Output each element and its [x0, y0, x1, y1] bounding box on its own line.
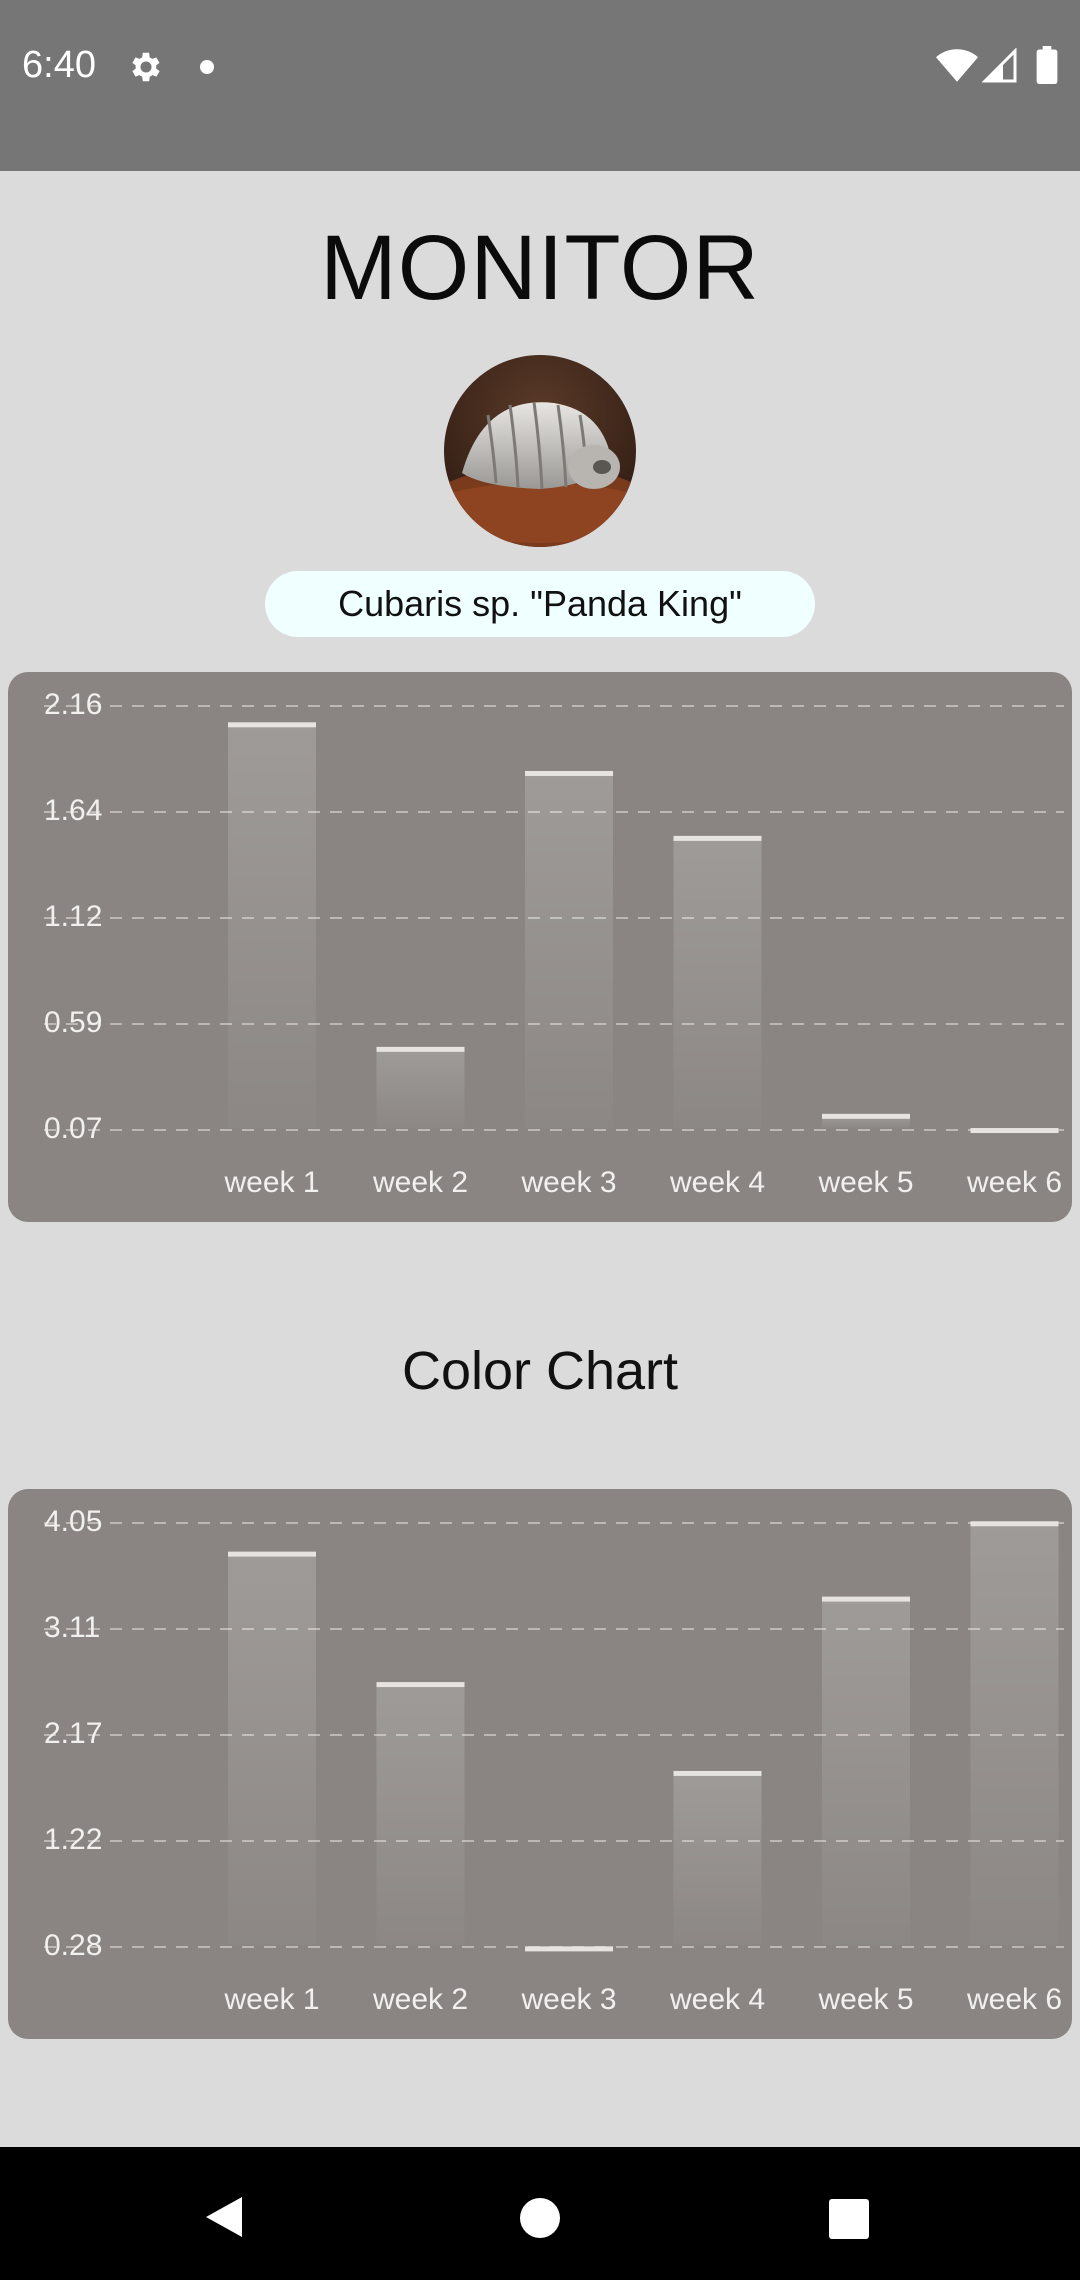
y-tick-label: 0.07 — [44, 1112, 102, 1145]
y-tick-label: 3.11 — [44, 1611, 100, 1644]
y-tick-label: 4.05 — [44, 1505, 102, 1538]
x-tick-label: week 3 — [520, 1166, 616, 1199]
bar-top-line — [228, 1551, 316, 1557]
status-bar: 6:40 — [0, 0, 1080, 171]
bar[interactable] — [525, 772, 613, 1128]
bar[interactable] — [970, 1523, 1059, 1945]
y-tick-label: 2.16 — [44, 688, 102, 721]
bar[interactable] — [228, 1553, 316, 1945]
battery-icon — [1036, 46, 1058, 84]
species-name-label: Cubaris sp. "Panda King" — [265, 571, 815, 637]
y-tick-label: 1.22 — [44, 1823, 102, 1856]
y-tick-label: 2.17 — [44, 1717, 102, 1750]
notification-dot-icon — [200, 60, 214, 74]
bar[interactable] — [673, 837, 762, 1128]
growth-bar-chart: 2.16 1.64 1.12 0.59 0.07 week 1 week 2 week 3 we… — [44, 688, 1064, 1199]
isopod-photo-icon — [444, 355, 636, 547]
color-chart-card: 4.05 3.11 2.17 1.22 0.28 week 1 week 2 week 3 we… — [8, 1489, 1072, 2039]
status-time: 6:40 — [22, 44, 96, 86]
y-tick-label: 0.59 — [44, 1006, 102, 1039]
x-tick-label: week 5 — [817, 1166, 913, 1199]
page-title: MONITOR — [320, 217, 760, 319]
recents-icon[interactable] — [829, 2199, 869, 2239]
x-tick-label: week 6 — [966, 1983, 1062, 2016]
x-tick-label: week 4 — [669, 1166, 765, 1199]
bar[interactable] — [822, 1115, 910, 1128]
x-tick-label: week 5 — [817, 1983, 913, 2016]
x-tick-label: week 6 — [966, 1166, 1062, 1199]
bar-top-line — [525, 1946, 613, 1952]
x-tick-label: week 1 — [223, 1983, 319, 2016]
bar[interactable] — [376, 1684, 465, 1945]
bar-top-line — [673, 835, 762, 841]
bar-top-line — [525, 770, 613, 776]
color-chart-title: Color Chart — [401, 1341, 679, 1401]
x-tick-label: week 3 — [520, 1983, 616, 2016]
gear-icon — [132, 52, 160, 82]
wifi-icon — [936, 49, 978, 82]
bar-top-line — [970, 1521, 1059, 1527]
bar-top-line — [228, 722, 316, 728]
y-tick-label: 1.12 — [44, 900, 102, 933]
home-icon[interactable] — [519, 2197, 561, 2239]
x-tick-label: week 2 — [372, 1166, 468, 1199]
color-bar-chart: 4.05 3.11 2.17 1.22 0.28 week 1 week 2 week 3 we… — [44, 1505, 1064, 2016]
bar-top-line — [822, 1596, 910, 1602]
y-tick-label: 0.28 — [44, 1929, 102, 1962]
x-tick-label: week 4 — [669, 1983, 765, 2016]
bar-top-line — [376, 1682, 465, 1688]
cell-signal-icon — [982, 48, 1017, 83]
bar-top-line — [970, 1128, 1059, 1134]
bar[interactable] — [673, 1772, 762, 1945]
bar-top-line — [822, 1113, 910, 1119]
x-tick-label: week 2 — [372, 1983, 468, 2016]
x-tick-label: week 1 — [223, 1166, 319, 1199]
bar-top-line — [376, 1046, 465, 1052]
back-icon[interactable] — [204, 2195, 244, 2239]
y-tick-label: 1.64 — [44, 794, 102, 827]
bar[interactable] — [228, 724, 316, 1128]
bar-top-line — [673, 1770, 762, 1776]
bar[interactable] — [822, 1598, 910, 1945]
navigation-bar — [0, 2147, 1080, 2280]
growth-chart-card: 2.16 1.64 1.12 0.59 0.07 week 1 week 2 week 3 we… — [8, 672, 1072, 1222]
bar[interactable] — [376, 1048, 465, 1128]
avatar — [444, 355, 636, 547]
